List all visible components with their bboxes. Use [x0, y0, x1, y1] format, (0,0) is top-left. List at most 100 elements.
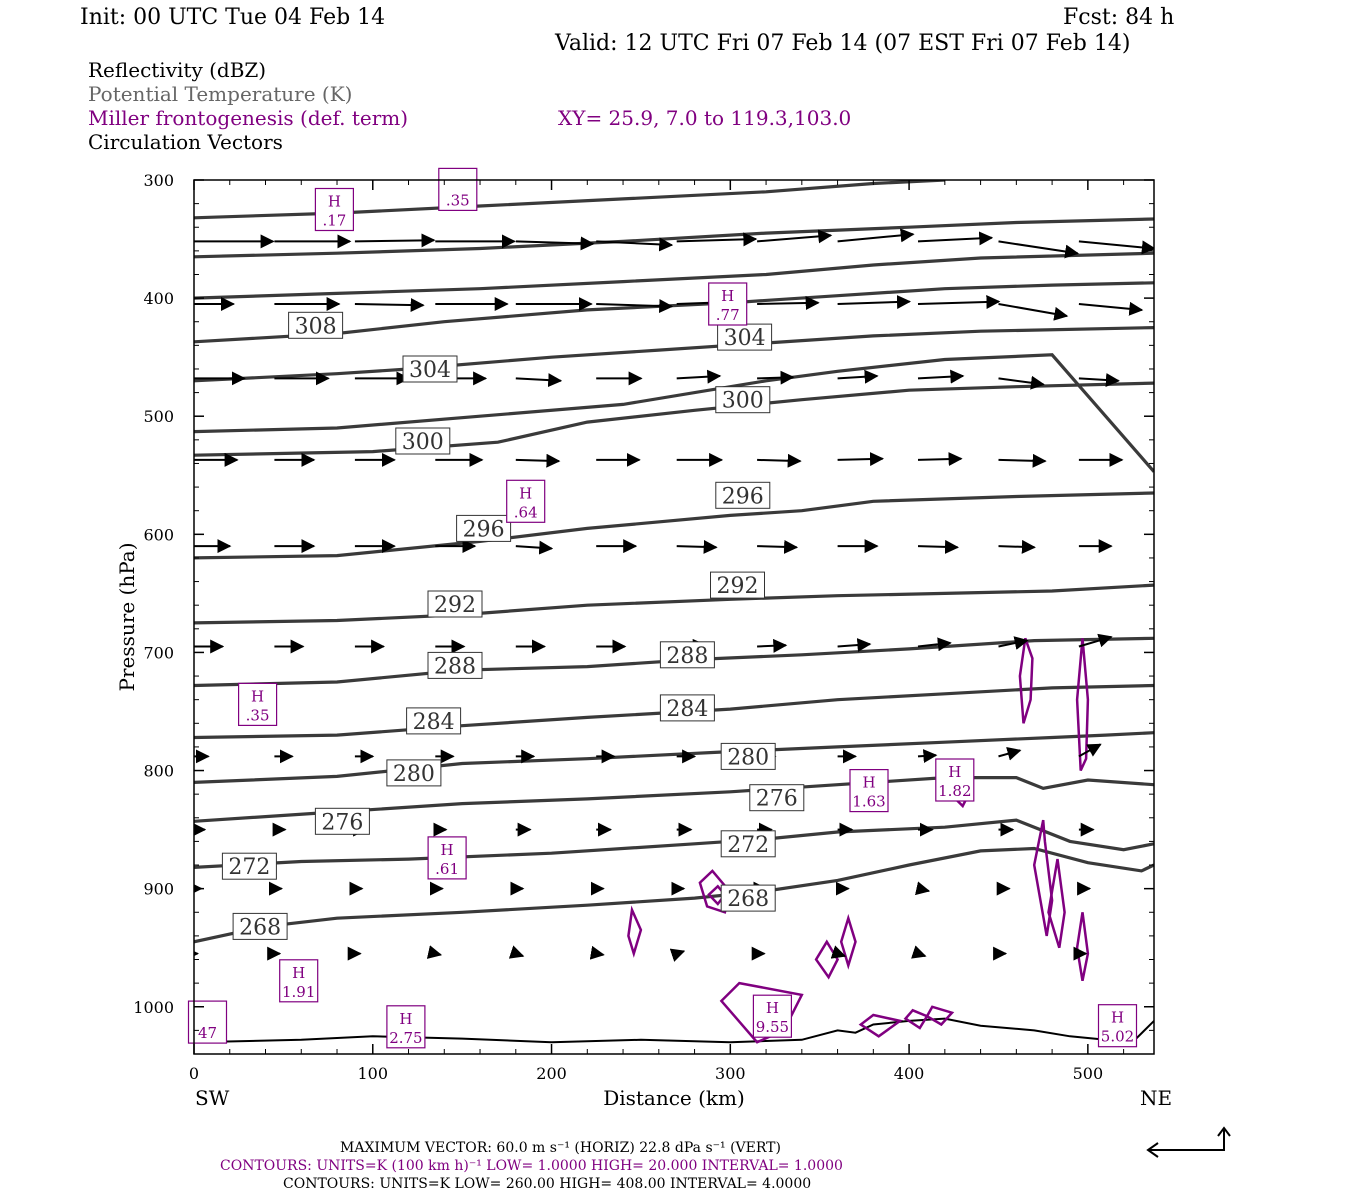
circulation-vector: [676, 539, 718, 554]
circulation-vector: [917, 539, 959, 554]
isentrope-line: [194, 583, 1154, 625]
isentrope-line: [194, 326, 1154, 383]
isentrope-label: 268: [727, 887, 769, 912]
circulation-vector: [998, 636, 1029, 650]
frontogenesis-max-value: 1.91: [282, 983, 315, 1001]
isentrope-label-box: [386, 759, 442, 787]
isentrope-label: 276: [756, 787, 798, 812]
isentrope-label-box: [232, 912, 288, 940]
isentrope-label: 300: [722, 389, 764, 414]
frontogenesis-max-marker: H: [862, 774, 875, 792]
isentrope-label: 276: [321, 810, 363, 835]
frontogenesis-contour: [1018, 637, 1034, 724]
isentrope-line: [194, 818, 1154, 869]
circulation-vector: [917, 294, 1001, 309]
frontogenesis-max-value: 9.55: [756, 1018, 789, 1036]
frontogenesis-max-box: [279, 959, 319, 1003]
isentrope-line: [194, 683, 1154, 740]
terrain-line: [194, 1017, 1154, 1044]
circulation-vector: [515, 373, 563, 388]
frontogenesis-max-box: [708, 282, 748, 326]
isentrope-line: [194, 381, 1154, 457]
isentrope-line: [194, 180, 945, 220]
circulation-vector: [757, 539, 799, 554]
isentrope-line: [194, 731, 1154, 784]
circulation-vector: [669, 948, 686, 962]
isentrope-label: 284: [413, 710, 455, 735]
isentrope-label-box: [715, 481, 771, 509]
frontogenesis-max-marker: H: [519, 484, 532, 502]
isentrope-label-box: [427, 651, 483, 679]
circulation-vector: [596, 237, 674, 252]
isentrope-label-box: [717, 323, 773, 351]
isentrope-line: [194, 776, 1154, 823]
legend-theta: Potential Temperature (K): [88, 82, 353, 106]
frontogenesis-max-marker: H: [399, 1010, 412, 1028]
circulation-vector: [837, 452, 884, 467]
isentrope-label: 272: [727, 833, 769, 858]
circulation-vector: [998, 539, 1036, 554]
frontogenesis-max-value: .35: [246, 706, 270, 724]
isentrope-label-box: [221, 852, 277, 880]
frontogenesis-max-value: .77: [716, 306, 740, 324]
circulation-vector: [1078, 633, 1113, 648]
frontogenesis-max-box: [935, 758, 975, 802]
circulation-vector: [515, 540, 554, 555]
x-tick-label: 400: [894, 1064, 925, 1083]
legend-reflectivity: Reflectivity (dBZ): [88, 58, 267, 82]
frontogenesis-max-box: [386, 1005, 426, 1049]
frontogenesis-max-value: 1.82: [938, 782, 971, 800]
footer-purple-contours: CONTOURS: UNITS=K (100 km h)⁻¹ LOW= 1.00…: [220, 1158, 843, 1174]
frontogenesis-max-value: 1.63: [852, 793, 885, 811]
footer-vector-scale: MAXIMUM VECTOR: 60.0 m s⁻¹ (HORIZ) 22.8 …: [340, 1140, 781, 1156]
y-axis-title: Pressure (hPa): [115, 543, 139, 692]
isentrope-label-box: [288, 311, 344, 339]
frontogenesis-max-value: .61: [435, 860, 459, 878]
circulation-vector: [998, 747, 1022, 761]
y-tick-label: 1000: [133, 998, 174, 1017]
isentrope-label-box: [659, 641, 715, 669]
frontogenesis-max-marker: H: [721, 287, 734, 305]
isentrope-label-box: [659, 694, 715, 722]
frontogenesis-contour: [839, 913, 857, 970]
frontogenesis-max-box: [314, 187, 354, 232]
frontogenesis-max-marker: H: [766, 999, 779, 1017]
y-tick-label: 800: [143, 762, 174, 781]
isentrope-label-box: [314, 807, 370, 835]
y-tick-label: 300: [143, 171, 174, 190]
circulation-vector: [354, 297, 425, 312]
scale-arrow: [1146, 1126, 1231, 1158]
circulation-vector: [917, 452, 963, 467]
frontogenesis-max-marker: H: [441, 841, 454, 859]
frontogenesis-max-value: .17: [322, 212, 346, 230]
frontogenesis-contour: [903, 1008, 929, 1030]
isentrope-line: [194, 251, 1154, 300]
y-tick-label: 700: [143, 643, 174, 662]
frontogenesis-contour: [1075, 638, 1090, 772]
circulation-vector: [676, 232, 758, 247]
isentrope-label: 292: [717, 574, 759, 599]
circulation-vector: [757, 296, 820, 311]
isentrope-label-box: [395, 427, 451, 455]
frontogenesis-contour: [925, 1005, 955, 1027]
valid-time: Valid: 12 UTC Fri 07 Feb 14 (07 EST Fri …: [555, 31, 1131, 56]
frontogenesis-contour: [814, 939, 840, 980]
isentrope-label: 296: [722, 484, 764, 509]
plot-frame: [193, 179, 1155, 1055]
x-tick-label: 300: [715, 1064, 746, 1083]
circulation-vector: [998, 303, 1069, 321]
circulation-vector: [515, 453, 561, 468]
x-tick-label: 500: [1073, 1064, 1104, 1083]
isentrope-line: [194, 217, 1154, 259]
circulation-vector: [354, 233, 436, 248]
y-tick-label: 400: [143, 289, 174, 308]
circulation-vector: [917, 231, 994, 246]
frontogenesis-contour: [858, 1013, 904, 1038]
isentrope-label: 300: [402, 430, 444, 455]
frontogenesis-max-marker: H: [251, 687, 264, 705]
isentrope-label: 272: [228, 855, 270, 880]
frontogenesis-contour: [1075, 912, 1090, 982]
frontogenesis-max-value: 2.75: [389, 1029, 422, 1047]
circulation-vector: [589, 945, 605, 960]
circulation-vector: [917, 369, 965, 384]
